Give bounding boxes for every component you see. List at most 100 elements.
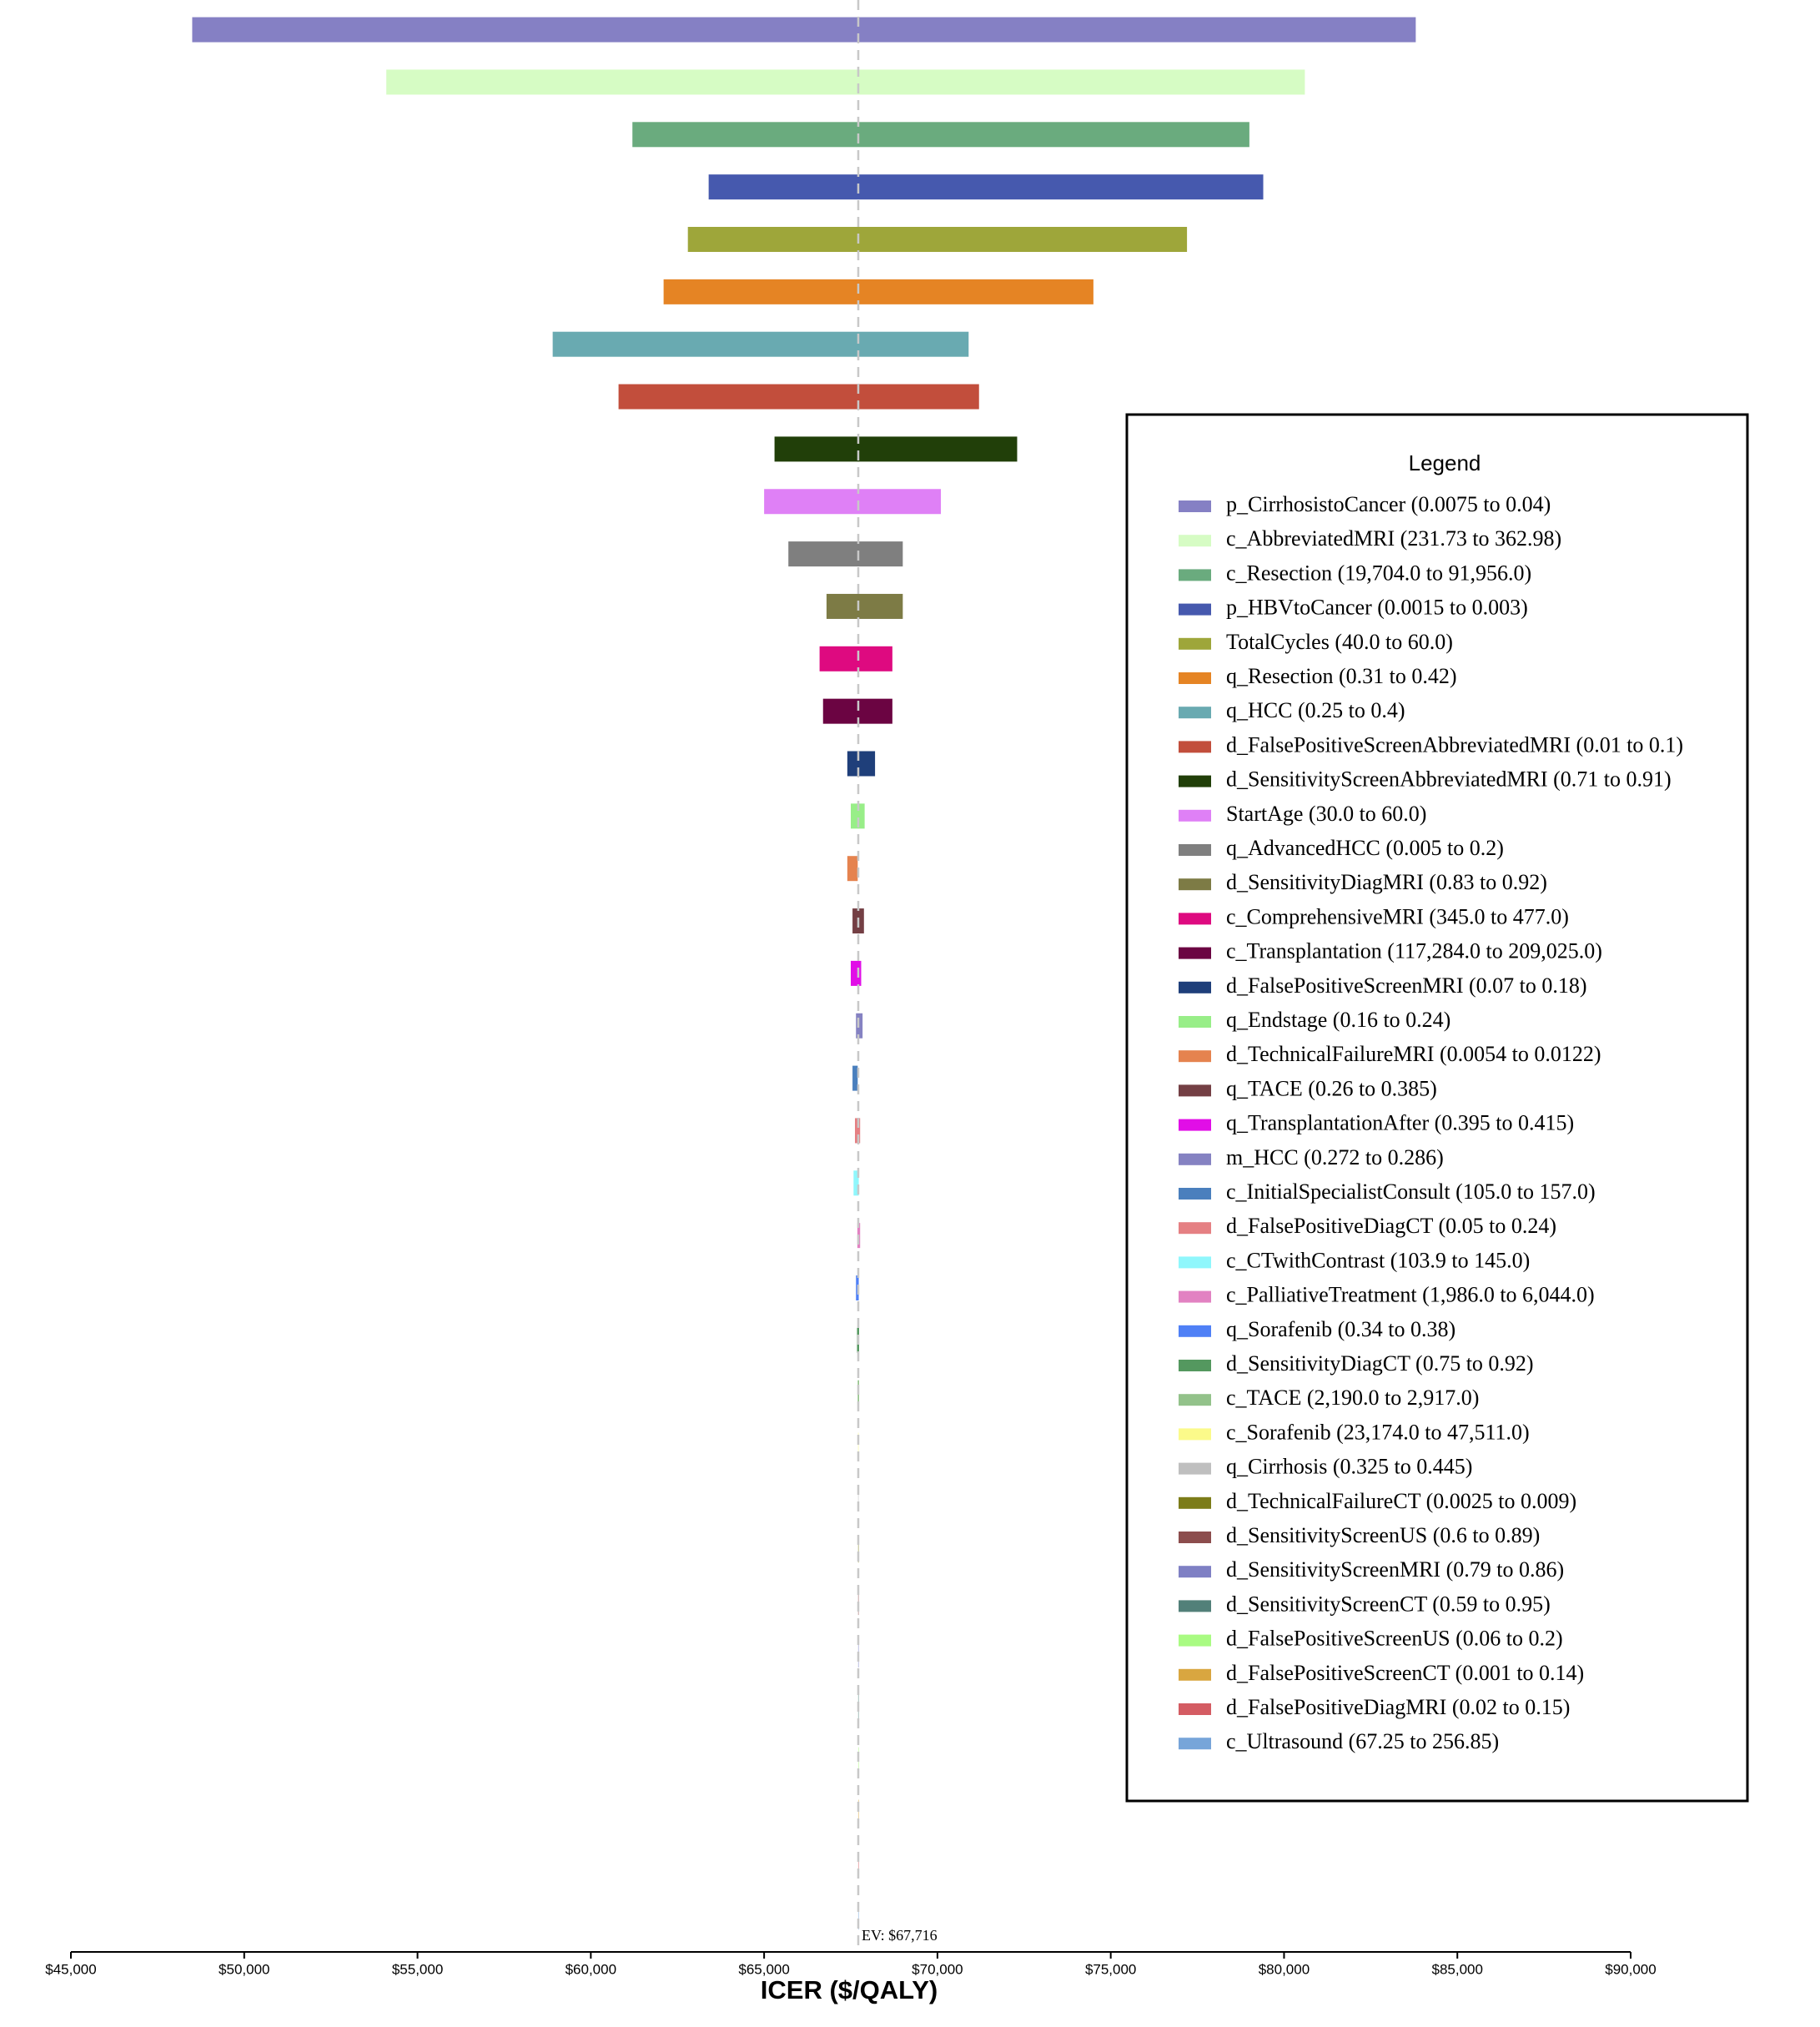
bar [819, 646, 892, 671]
bar [847, 751, 876, 777]
legend-label: c_PalliativeTreatment (1,986.0 to 6,044.… [1226, 1283, 1595, 1307]
ev-label: EV: $67,716 [862, 1927, 938, 1944]
legend-label: d_FalsePositiveScreenUS (0.06 to 0.2) [1226, 1627, 1563, 1651]
legend-title: Legend [1409, 450, 1481, 475]
legend-swatch [1179, 1566, 1211, 1578]
legend-label: q_HCC (0.25 to 0.4) [1226, 698, 1405, 722]
bar [857, 1904, 859, 1930]
legend-label: StartAge (30.0 to 60.0) [1226, 802, 1426, 826]
bar [857, 1485, 859, 1511]
x-tick-label: $75,000 [1085, 1961, 1136, 1977]
x-tick-label: $65,000 [738, 1961, 789, 1977]
bar [192, 17, 1416, 43]
legend-label: c_Sorafenib (23,174.0 to 47,511.0) [1226, 1420, 1530, 1444]
bar [618, 384, 979, 410]
legend-swatch [1179, 1153, 1211, 1165]
legend-label: c_ComprehensiveMRI (345.0 to 477.0) [1226, 904, 1569, 928]
x-tick-label: $70,000 [912, 1961, 963, 1977]
legend-label: d_SensitivityScreenCT (0.59 to 0.95) [1226, 1592, 1551, 1616]
bar [552, 331, 969, 357]
legend-swatch [1179, 1050, 1211, 1063]
legend-label: q_Endstage (0.16 to 0.24) [1226, 1008, 1450, 1032]
bar [847, 856, 858, 882]
bar [851, 960, 862, 986]
bar [857, 1799, 859, 1825]
legend-label: TotalCycles (40.0 to 60.0) [1226, 630, 1453, 654]
bar [687, 227, 1188, 252]
x-tick-label: $55,000 [392, 1961, 443, 1977]
legend-swatch [1179, 844, 1211, 856]
legend-swatch [1179, 809, 1211, 822]
legend-swatch [1179, 1119, 1211, 1131]
legend-label: c_AbbreviatedMRI (231.73 to 362.98) [1226, 526, 1561, 551]
bar [826, 593, 903, 619]
bar [632, 122, 1249, 148]
legend-label: c_Resection (19,704.0 to 91,956.0) [1226, 561, 1531, 585]
legend-label: d_SensitivityDiagMRI (0.83 to 0.92) [1226, 870, 1547, 894]
legend-swatch [1179, 637, 1211, 650]
legend-swatch [1179, 1394, 1211, 1406]
legend-swatch [1179, 1016, 1211, 1028]
legend-swatch [1179, 1188, 1211, 1200]
legend-label: c_Transplantation (117,284.0 to 209,025.… [1226, 939, 1602, 963]
legend-label: d_SensitivityScreenUS (0.6 to 0.89) [1226, 1523, 1540, 1547]
legend-label: d_FalsePositiveScreenAbbreviatedMRI (0.0… [1226, 732, 1683, 757]
legend-swatch [1179, 1668, 1211, 1681]
legend-label: c_Ultrasound (67.25 to 256.85) [1226, 1729, 1499, 1753]
legend-swatch [1179, 1738, 1211, 1750]
legend-label: q_TransplantationAfter (0.395 to 0.415) [1226, 1111, 1574, 1135]
legend-label: d_FalsePositiveScreenCT (0.001 to 0.14) [1226, 1661, 1584, 1685]
bar [774, 436, 1018, 462]
bar [857, 1432, 859, 1458]
legend-label: d_SensitivityDiagCT (0.75 to 0.92) [1226, 1351, 1534, 1376]
legend-label: d_FalsePositiveDiagMRI (0.02 to 0.15) [1226, 1695, 1570, 1719]
legend-label: q_Cirrhosis (0.325 to 0.445) [1226, 1455, 1472, 1479]
legend-label: d_FalsePositiveDiagCT (0.05 to 0.24) [1226, 1214, 1556, 1238]
legend-label: q_Sorafenib (0.34 to 0.38) [1226, 1317, 1455, 1341]
legend-swatch [1179, 947, 1211, 959]
bar [857, 1537, 859, 1563]
legend-label: q_Resection (0.31 to 0.42) [1226, 664, 1457, 688]
legend-swatch [1179, 913, 1211, 925]
legend-swatch [1179, 741, 1211, 753]
legend-label: d_TechnicalFailureCT (0.0025 to 0.009) [1226, 1489, 1576, 1513]
legend-swatch [1179, 1496, 1211, 1509]
x-tick-label: $60,000 [566, 1961, 616, 1977]
x-axis-label: ICER ($/QALY) [761, 1975, 938, 2004]
legend-label: d_SensitivityScreenAbbreviatedMRI (0.71 … [1226, 767, 1672, 792]
legend-swatch [1179, 1360, 1211, 1371]
legend-label: q_AdvancedHCC (0.005 to 0.2) [1226, 836, 1504, 860]
bar [764, 489, 942, 515]
legend-swatch [1179, 569, 1211, 581]
legend-swatch [1179, 775, 1211, 787]
legend-swatch [1179, 1256, 1211, 1269]
legend-label: d_FalsePositiveScreenMRI (0.07 to 0.18) [1226, 973, 1587, 998]
legend-swatch [1179, 707, 1211, 719]
legend-swatch [1179, 500, 1211, 512]
legend-label: q_TACE (0.26 to 0.385) [1226, 1076, 1437, 1100]
legend-swatch [1179, 1325, 1211, 1337]
legend-swatch [1179, 1600, 1211, 1612]
bar [788, 541, 903, 567]
x-tick-label: $80,000 [1259, 1961, 1310, 1977]
bar [386, 69, 1305, 95]
legend-swatch [1179, 981, 1211, 993]
legend-label: c_InitialSpecialistConsult (105.0 to 157… [1226, 1179, 1596, 1204]
legend-swatch [1179, 1222, 1211, 1235]
bar [853, 1170, 859, 1196]
bar [708, 174, 1264, 200]
legend-label: p_CirrhosistoCancer (0.0075 to 0.04) [1226, 492, 1551, 516]
legend-swatch [1179, 1703, 1211, 1715]
legend-label: m_HCC (0.272 to 0.286) [1226, 1145, 1444, 1169]
legend-label: c_TACE (2,190.0 to 2,917.0) [1226, 1386, 1479, 1410]
bar [857, 1852, 859, 1878]
legend-swatch [1179, 878, 1211, 891]
legend-swatch [1179, 1634, 1211, 1647]
legend-label: p_HBVtoCancer (0.0015 to 0.003) [1226, 596, 1528, 620]
legend-label: d_TechnicalFailureMRI (0.0054 to 0.0122) [1226, 1042, 1601, 1066]
legend-label: c_CTwithContrast (103.9 to 145.0) [1226, 1248, 1530, 1272]
bar [663, 279, 1094, 304]
legend-swatch [1179, 1462, 1211, 1475]
legend-swatch [1179, 1532, 1211, 1543]
